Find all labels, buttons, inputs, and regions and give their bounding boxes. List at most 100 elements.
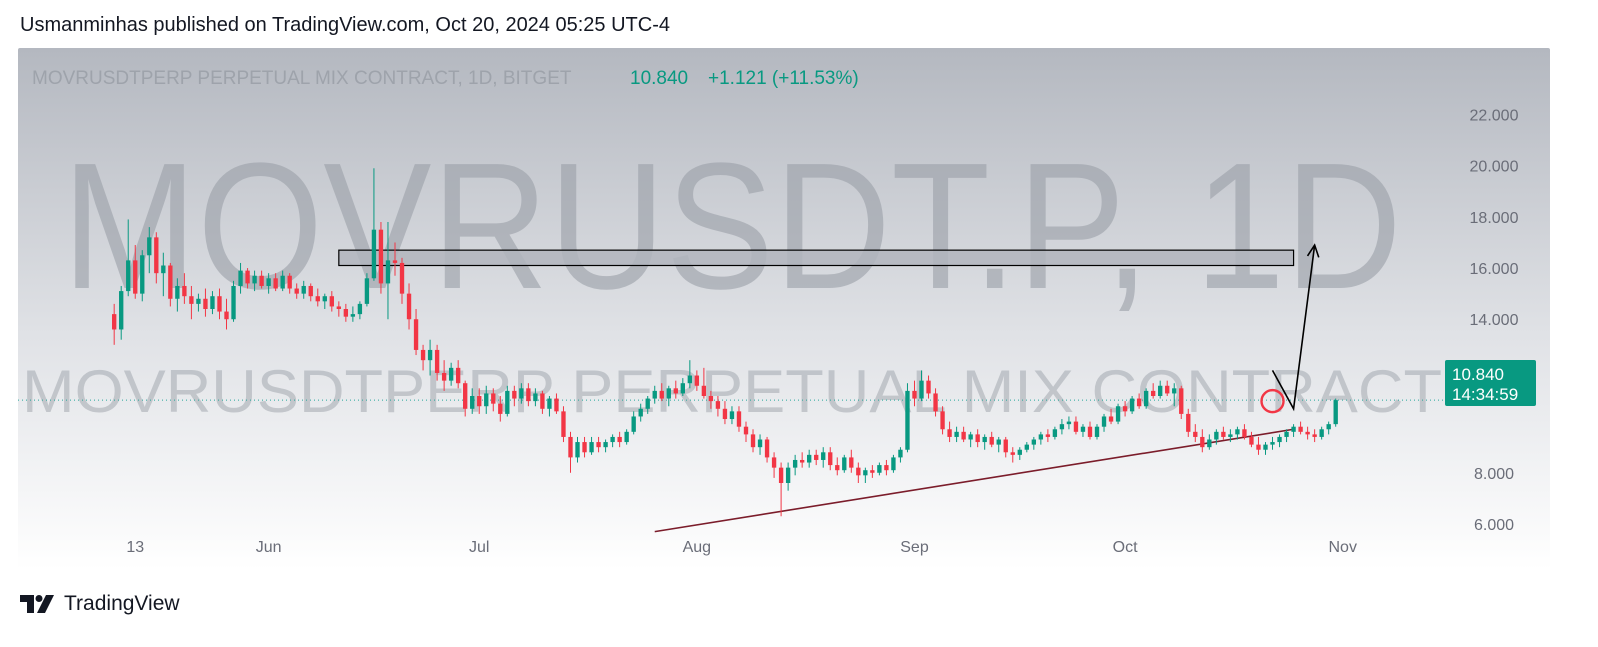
candle-body: [252, 275, 257, 284]
candle-body: [133, 260, 138, 294]
candle-body: [1066, 421, 1072, 425]
candle-body: [1305, 431, 1310, 435]
trendline: [654, 428, 1294, 533]
candle-body: [1214, 431, 1219, 440]
footer-brand: TradingView: [64, 592, 180, 615]
legend-symbol: MOVRUSDTPERP PERPETUAL MIX CONTRACT, 1D,…: [32, 68, 572, 89]
candle-body: [1277, 436, 1282, 443]
candle-body: [1207, 439, 1212, 448]
candle-body: [1017, 449, 1022, 455]
candle-body: [799, 459, 805, 463]
y-tick-label: 22.000: [1470, 108, 1519, 125]
candle-body: [561, 411, 566, 437]
candle-body: [1298, 426, 1303, 432]
x-axis: 13 Jun Jul Aug Sep Oct Nov: [126, 539, 1357, 556]
candle-body: [399, 262, 405, 294]
y-tick-label: 6.000: [1474, 517, 1514, 534]
candle-body: [1010, 452, 1015, 455]
candle-body: [870, 470, 875, 473]
candle-body: [631, 416, 636, 432]
candle-body: [526, 388, 531, 402]
candle-body: [1263, 444, 1268, 450]
candle-body: [413, 319, 419, 350]
candle-body: [919, 380, 924, 399]
candle-body: [126, 260, 131, 292]
candle-body: [582, 442, 587, 453]
candle-body: [140, 255, 145, 294]
candle-body: [1270, 442, 1275, 445]
candle-body: [224, 311, 229, 320]
candle-body: [1108, 416, 1114, 422]
footer: TradingView: [20, 589, 180, 619]
candle-body: [764, 439, 770, 458]
candle-body: [1186, 413, 1191, 432]
candle-body: [238, 270, 243, 286]
candle-body: [533, 393, 538, 402]
y-tick-label: 18.000: [1470, 210, 1519, 227]
chart-svg[interactable]: MOVRUSDT.P, 1D MOVRUSDTPERP PERPETUAL MI…: [18, 48, 1550, 570]
candle-body: [420, 349, 426, 361]
candle-body: [210, 296, 215, 309]
candle-body: [954, 431, 959, 437]
candle-body: [694, 375, 700, 386]
candle-body: [722, 408, 728, 420]
candle-body: [182, 285, 187, 297]
candle-body: [898, 449, 903, 458]
candle-body: [147, 237, 152, 256]
price-label-box: [1445, 360, 1536, 406]
candle-body: [1087, 426, 1093, 437]
y-axis: 22.00020.00018.00016.00014.00012.0008.00…: [1470, 108, 1519, 534]
candle-body: [259, 275, 264, 286]
candle-body: [807, 454, 812, 463]
candle-body: [1052, 429, 1058, 437]
candle-body: [814, 454, 819, 460]
candle-body: [947, 429, 952, 437]
candle-body: [996, 439, 1001, 445]
candle-body: [877, 465, 882, 473]
candle-body: [940, 411, 945, 430]
candle-body: [1143, 390, 1149, 407]
candle-body: [203, 298, 208, 309]
candle-body: [441, 372, 447, 381]
y-tick-label: 14.000: [1470, 312, 1519, 329]
candle-body: [701, 385, 707, 396]
candle-body: [982, 436, 987, 443]
x-tick-label: Oct: [1113, 539, 1138, 556]
candle-body: [392, 260, 398, 263]
candle-body: [343, 309, 349, 317]
candle-body: [736, 411, 742, 427]
projection-path: [1271, 244, 1316, 412]
candle-body: [617, 436, 622, 443]
legend: MOVRUSDTPERP PERPETUAL MIX CONTRACT, 1D,…: [32, 68, 859, 89]
candle-body: [708, 396, 714, 402]
x-tick-label: Sep: [900, 539, 929, 556]
candle-body: [891, 457, 896, 471]
candle-body: [217, 296, 222, 312]
candle-body: [1136, 398, 1142, 407]
candle-body: [638, 408, 643, 417]
candle-body: [280, 275, 285, 289]
candle-body: [196, 298, 201, 304]
chart-area[interactable]: MOVRUSDT.P, 1D MOVRUSDTPERP PERPETUAL MI…: [18, 48, 1550, 570]
candle-body: [301, 285, 306, 294]
candle-body: [1200, 436, 1205, 448]
candle-body: [491, 393, 496, 404]
candle-body: [1150, 390, 1156, 396]
price-label: 10.840 14:34:59: [1445, 360, 1536, 406]
candle-body: [519, 388, 524, 399]
candle-body: [245, 270, 250, 284]
candle-body: [1158, 385, 1163, 396]
publish-line: Usmanminhas published on TradingView.com…: [20, 14, 670, 36]
candle-body: [1284, 431, 1289, 437]
candle-body: [308, 285, 313, 297]
candle-body: [1326, 424, 1331, 430]
candle-body: [498, 403, 503, 414]
candle-body: [378, 229, 384, 284]
candle-body: [835, 465, 840, 471]
y-tick-label: 20.000: [1470, 159, 1519, 176]
x-tick-label: Jun: [256, 539, 282, 556]
candle-body: [1319, 429, 1324, 437]
legend-last-price: 10.840: [630, 68, 688, 89]
candle-body: [119, 291, 124, 330]
candle-body: [1221, 431, 1226, 437]
